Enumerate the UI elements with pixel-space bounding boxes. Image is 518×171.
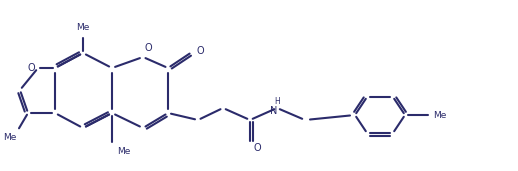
Text: Me: Me xyxy=(117,148,131,156)
Text: O: O xyxy=(253,143,261,153)
Text: Me: Me xyxy=(76,23,90,32)
Text: H: H xyxy=(274,97,280,107)
Text: O: O xyxy=(196,46,204,56)
Text: N: N xyxy=(270,106,278,116)
Text: Me: Me xyxy=(3,133,17,141)
Text: O: O xyxy=(144,43,152,53)
Text: O: O xyxy=(27,63,35,73)
Text: Me: Me xyxy=(434,110,447,120)
